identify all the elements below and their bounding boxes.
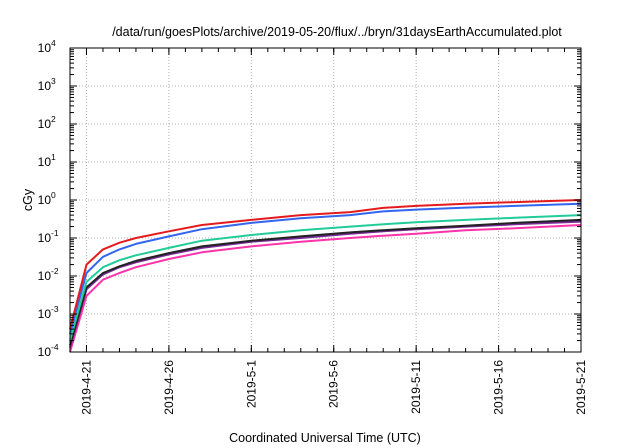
- y-tick-base: 10: [38, 269, 52, 283]
- y-tick-base: 10: [38, 117, 52, 131]
- x-tick-label: 2019-5-16: [492, 360, 506, 415]
- y-tick-exponent: -2: [51, 266, 59, 276]
- y-tick-label: 10 2: [38, 114, 56, 131]
- x-axis-label: Coordinated Universal Time (UTC): [229, 431, 421, 445]
- y-tick-label: 10 -3: [38, 304, 59, 321]
- series-line: [69, 218, 582, 346]
- y-tick-exponent: -3: [51, 304, 59, 314]
- x-tick-label: 2019-5-1: [244, 360, 258, 408]
- y-tick-exponent: 3: [51, 76, 56, 86]
- y-tick-label: 10 -2: [38, 266, 59, 283]
- grid: [70, 48, 581, 352]
- y-tick-base: 10: [38, 193, 52, 207]
- y-tick-base: 10: [38, 345, 52, 359]
- y-tick-label: 10 1: [38, 152, 56, 169]
- series-line: [69, 202, 582, 335]
- y-tick-exponent: 4: [51, 38, 56, 48]
- x-tick-label: 2019-5-11: [409, 360, 423, 414]
- series-line: [69, 214, 582, 341]
- y-tick-exponent: -1: [51, 228, 59, 238]
- series-group: [69, 199, 582, 353]
- y-axis-label: cGy: [21, 188, 35, 211]
- y-tick-base: 10: [38, 231, 52, 245]
- series-line: [69, 224, 582, 353]
- y-tick-label: 10 -1: [38, 228, 59, 245]
- x-tick-label: 2019-5-6: [327, 360, 341, 408]
- y-tick-exponent: 0: [51, 190, 56, 200]
- y-tick-label: 10 4: [38, 38, 56, 55]
- y-tick-label: 10 -4: [38, 342, 59, 359]
- y-tick-label: 10 3: [38, 76, 56, 93]
- y-tick-base: 10: [38, 79, 52, 93]
- y-tick-exponent: -4: [51, 342, 59, 352]
- x-tick-label: 2019-5-21: [574, 360, 588, 415]
- x-axis: 2019-4-21 2019-4-26 2019-5-1 2019-5-6 2019-5…: [69, 48, 588, 415]
- y-tick-exponent: 2: [51, 114, 56, 124]
- x-tick-label: 2019-4-21: [79, 360, 93, 415]
- series-line: [69, 199, 582, 330]
- y-tick-base: 10: [38, 155, 52, 169]
- y-tick-base: 10: [38, 307, 52, 321]
- y-tick-exponent: 1: [51, 152, 56, 162]
- y-tick-label: 10 0: [38, 190, 56, 207]
- y-tick-base: 10: [38, 41, 52, 55]
- x-tick-label: 2019-4-26: [162, 360, 176, 415]
- chart-title: /data/run/goesPlots/archive/2019-05-20/f…: [112, 25, 562, 39]
